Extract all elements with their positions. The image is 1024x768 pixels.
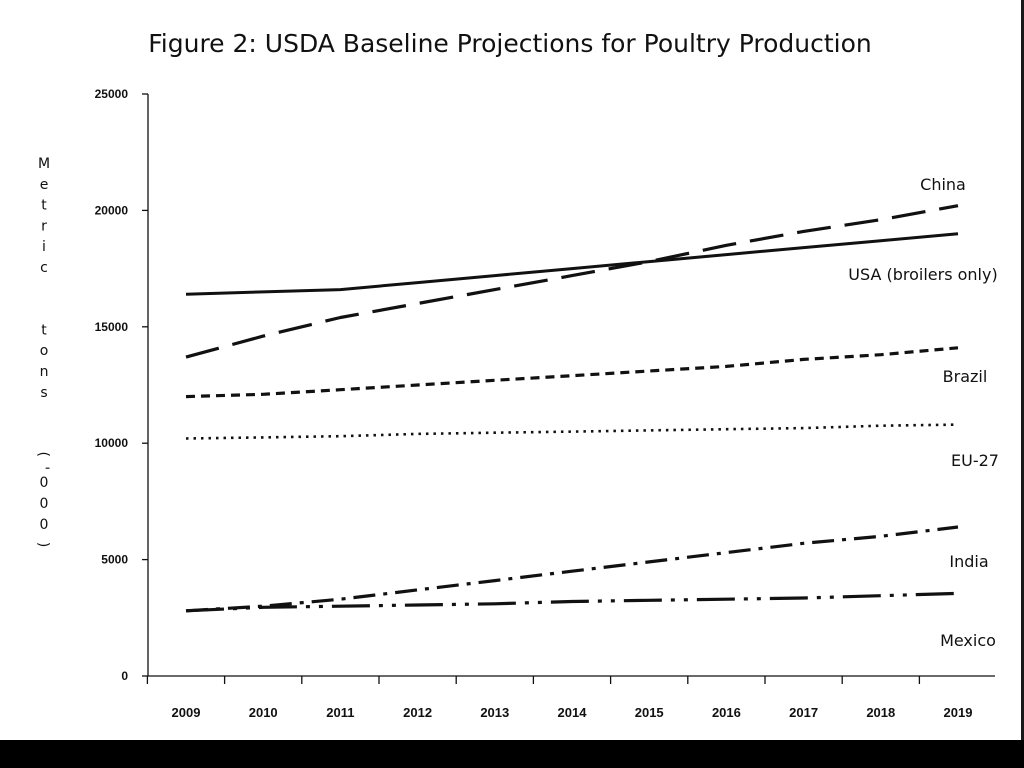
y-axis-label-char: o bbox=[40, 343, 49, 359]
series-label-brazil: Brazil bbox=[943, 367, 988, 386]
y-axis-label-char: 0 bbox=[40, 496, 49, 512]
series-labels: China USA (broilers only) Brazil EU-27 India… bbox=[848, 175, 999, 650]
x-tick-label: 2015 bbox=[635, 705, 664, 720]
y-axis-label-char: c bbox=[40, 260, 48, 276]
series-line-mexico bbox=[185, 591, 959, 613]
series-line-usa-broilers-only bbox=[185, 232, 959, 296]
series-label-usa-broilers-only: USA (broilers only) bbox=[848, 265, 997, 284]
chart: Figure 2: USDA Baseline Projections for … bbox=[35, 29, 999, 720]
y-tick-label: 20000 bbox=[95, 203, 129, 217]
series-lines bbox=[185, 204, 959, 613]
x-tick-label: 2012 bbox=[403, 705, 432, 720]
x-ticks: 2009 2010 2011 2012 2013 2014 2015 2016 2017 2018… bbox=[146, 676, 973, 720]
x-tick-label: 2010 bbox=[249, 705, 278, 720]
series-label-mexico: Mexico bbox=[940, 631, 996, 650]
y-axis-label-char: s bbox=[40, 385, 47, 401]
series-line-india bbox=[185, 525, 959, 613]
x-tick-label: 2018 bbox=[866, 705, 895, 720]
x-tick-label: 2017 bbox=[789, 705, 818, 720]
y-axis-label-char: M bbox=[38, 156, 50, 172]
chart-frame: Figure 2: USDA Baseline Projections for … bbox=[0, 0, 1024, 740]
chart-title: Figure 2: USDA Baseline Projections for … bbox=[148, 29, 872, 58]
y-axis-label-char: r bbox=[41, 218, 47, 234]
series-line-eu-27 bbox=[185, 423, 959, 440]
x-tick-label: 2009 bbox=[172, 705, 201, 720]
y-axis-label-char: ) bbox=[35, 542, 51, 547]
y-tick-label: 25000 bbox=[95, 87, 129, 101]
x-tick-label: 2011 bbox=[326, 705, 354, 720]
y-axis-label-char: i bbox=[42, 239, 46, 255]
y-axis-label-char: 0 bbox=[40, 475, 49, 491]
series-label-eu-27: EU-27 bbox=[951, 451, 999, 470]
y-axis-label-char: t bbox=[41, 322, 47, 338]
y-axis-label-char: ' bbox=[35, 466, 51, 470]
axes bbox=[147, 94, 995, 677]
y-axis-label-char: t bbox=[41, 198, 47, 214]
y-tick-label: 10000 bbox=[95, 436, 129, 450]
series-label-india: India bbox=[949, 552, 988, 571]
x-tick-label: 2016 bbox=[712, 705, 741, 720]
y-axis-label-char: n bbox=[40, 364, 49, 380]
x-tick-label: 2014 bbox=[558, 705, 588, 720]
y-tick-label: 15000 bbox=[95, 320, 129, 334]
y-tick-label: 5000 bbox=[101, 553, 128, 567]
y-axis-label-char: 0 bbox=[40, 517, 49, 533]
y-axis-label-char: ( bbox=[35, 451, 51, 456]
y-axis-label-char: e bbox=[40, 177, 49, 193]
y-ticks: 0 5000 10000 15000 20000 25000 bbox=[95, 87, 148, 683]
x-tick-label: 2013 bbox=[480, 705, 509, 720]
series-line-china bbox=[185, 204, 959, 359]
series-label-china: China bbox=[920, 175, 966, 194]
y-tick-label: 0 bbox=[121, 669, 128, 683]
series-line-brazil bbox=[185, 346, 959, 399]
x-tick-label: 2019 bbox=[944, 705, 973, 720]
